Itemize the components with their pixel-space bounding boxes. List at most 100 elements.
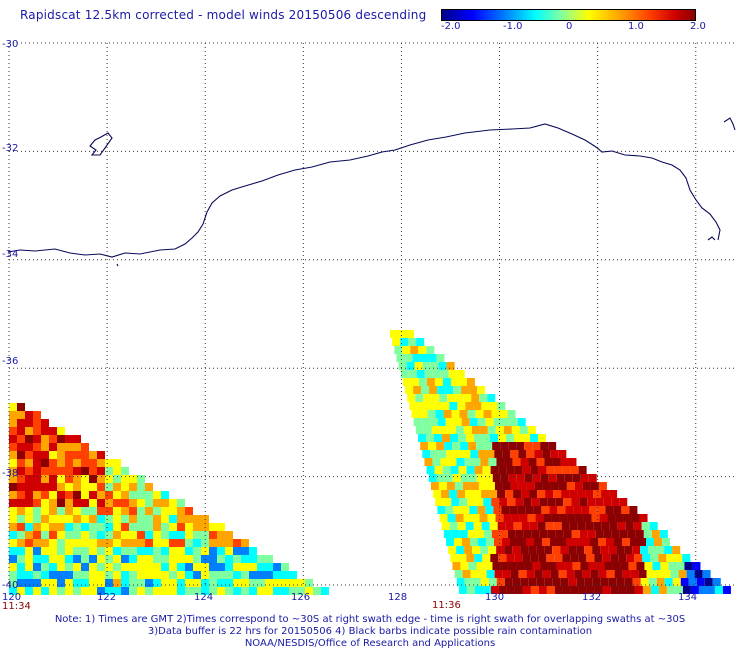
wind-difference-cell — [601, 522, 610, 530]
wind-difference-cell — [427, 410, 436, 418]
wind-difference-cell — [632, 578, 641, 586]
wind-difference-cell — [552, 458, 561, 466]
wind-difference-cell — [458, 586, 467, 594]
wind-difference-cell — [17, 587, 25, 595]
wind-difference-cell — [25, 435, 33, 443]
wind-difference-cell — [49, 443, 57, 451]
wind-difference-cell — [65, 451, 73, 459]
wind-difference-cell — [417, 402, 426, 410]
wind-difference-cell — [536, 458, 545, 466]
wind-difference-cell — [257, 587, 265, 595]
wind-difference-cell — [662, 538, 670, 546]
wind-difference-cell — [656, 546, 665, 554]
wind-difference-cell — [145, 579, 153, 587]
wind-difference-cell — [33, 435, 41, 443]
wind-difference-cell — [436, 442, 445, 450]
wind-difference-cell — [177, 507, 185, 515]
wind-difference-cell — [641, 522, 650, 530]
wind-difference-cell — [57, 523, 65, 531]
wind-difference-cell — [233, 555, 241, 563]
lon-tick-label: 126 — [291, 592, 310, 603]
wind-difference-cell — [532, 474, 541, 482]
wind-difference-cell — [635, 530, 644, 538]
wind-difference-cell — [443, 498, 452, 506]
wind-difference-cell — [398, 330, 406, 338]
wind-difference-cell — [434, 466, 443, 474]
wind-difference-cell — [554, 466, 563, 474]
wind-difference-cell — [17, 491, 25, 499]
wind-difference-cell — [105, 587, 113, 595]
wind-difference-cell — [461, 386, 470, 394]
wind-difference-cell — [241, 563, 249, 571]
wind-difference-cell — [177, 499, 185, 507]
wind-difference-cell — [97, 491, 105, 499]
wind-difference-cell — [486, 450, 495, 458]
wind-difference-cell — [209, 547, 217, 555]
wind-difference-cell — [618, 554, 627, 562]
wind-difference-cell — [610, 586, 619, 594]
wind-difference-cell — [273, 579, 281, 587]
wind-difference-cell — [516, 442, 525, 450]
wind-difference-cell — [494, 482, 503, 490]
coastline — [7, 117, 736, 267]
wind-difference-cell — [494, 538, 502, 546]
wind-difference-cell — [297, 579, 305, 587]
wind-difference-cell — [577, 522, 586, 530]
wind-difference-cell — [550, 570, 559, 578]
wind-difference-cell — [193, 579, 201, 587]
wind-difference-cell — [9, 579, 17, 587]
wind-difference-cell — [33, 459, 41, 467]
wind-difference-cell — [567, 514, 576, 522]
wind-difference-cell — [25, 539, 33, 547]
wind-difference-cell — [17, 563, 25, 571]
wind-difference-cell — [502, 482, 511, 490]
wind-difference-cell — [458, 466, 467, 474]
wind-difference-cell — [17, 419, 25, 427]
wind-difference-cell — [522, 466, 531, 474]
wind-difference-cell — [185, 515, 193, 523]
wind-difference-cell — [17, 403, 25, 411]
wind-difference-cell — [712, 578, 721, 586]
wind-difference-cell — [193, 539, 201, 547]
wind-difference-cell — [233, 547, 241, 555]
wind-difference-cell — [561, 490, 570, 498]
wind-difference-cell — [623, 514, 632, 522]
wind-difference-cell — [472, 578, 481, 586]
wind-difference-cell — [89, 483, 97, 491]
wind-difference-cell — [478, 450, 487, 458]
wind-difference-cell — [517, 418, 526, 426]
wind-difference-cell — [619, 498, 628, 506]
wind-difference-cell — [536, 578, 545, 586]
wind-difference-cell — [550, 482, 559, 490]
wind-difference-cell — [490, 586, 499, 594]
wind-difference-cell — [41, 427, 49, 435]
wind-difference-cell — [97, 579, 105, 587]
wind-difference-cell — [17, 459, 25, 467]
wind-difference-cell — [429, 418, 438, 426]
wind-difference-cell — [89, 507, 97, 515]
wind-difference-cell — [81, 491, 89, 499]
wind-difference-cell — [185, 531, 193, 539]
wind-difference-cell — [702, 570, 711, 578]
wind-difference-cell — [508, 562, 517, 570]
wind-difference-cell — [153, 499, 161, 507]
wind-difference-cell — [249, 579, 257, 587]
wind-difference-cell — [566, 570, 575, 578]
wind-difference-cell — [73, 579, 81, 587]
wind-difference-cell — [471, 394, 480, 402]
wind-difference-cell — [121, 587, 129, 595]
wind-difference-cell — [539, 530, 548, 538]
wind-difference-cell — [89, 587, 97, 595]
lat-tick-label: -32 — [2, 143, 18, 154]
wind-difference-cell — [404, 354, 413, 362]
wind-difference-cell — [97, 523, 105, 531]
wind-difference-cell — [506, 554, 515, 562]
wind-difference-cell — [273, 587, 281, 595]
wind-difference-cell — [430, 362, 439, 370]
wind-difference-cell — [662, 570, 671, 578]
wind-difference-cell — [638, 538, 646, 546]
wind-difference-cell — [17, 571, 25, 579]
wind-difference-cell — [631, 514, 640, 522]
wind-difference-cell — [484, 442, 493, 450]
wind-difference-cell — [630, 538, 638, 546]
